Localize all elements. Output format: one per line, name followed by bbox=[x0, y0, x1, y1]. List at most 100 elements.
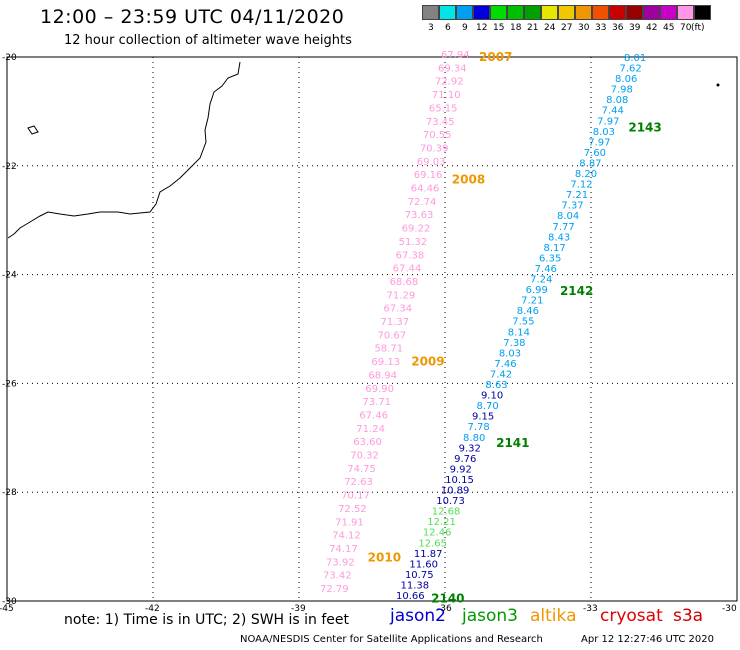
colorbar-label: 45 bbox=[663, 23, 675, 33]
map-title: 12:00 – 23:59 UTC 04/11/2020 bbox=[40, 6, 345, 28]
colorbar-label: 39 bbox=[629, 23, 641, 33]
wave-height-value: 10.73 bbox=[436, 496, 465, 507]
wave-height-value: 11.38 bbox=[400, 580, 429, 591]
colorbar-swatch bbox=[507, 5, 524, 20]
wave-height-value: 73.92 bbox=[326, 557, 355, 568]
wave-height-value: 71.10 bbox=[432, 90, 461, 101]
wave-height-value: 72.52 bbox=[338, 504, 367, 515]
wave-height-value: 8.87 bbox=[579, 158, 601, 169]
wave-height-value: 6.99 bbox=[526, 285, 548, 296]
pass-number-label: 2010 bbox=[368, 550, 401, 564]
wave-height-value: 70.39 bbox=[420, 143, 449, 154]
wave-height-value: 7.46 bbox=[535, 264, 557, 275]
satellite-legend-item: altika bbox=[530, 606, 577, 626]
wave-height-value: 7.78 bbox=[468, 422, 490, 433]
colorbar-label: 27 bbox=[561, 23, 573, 33]
wave-height-value: 74.17 bbox=[329, 544, 358, 555]
longitude-label: -39 bbox=[291, 604, 306, 614]
latitude-label: -26 bbox=[2, 379, 17, 389]
wave-height-value: 71.24 bbox=[356, 424, 385, 435]
wave-height-value: 73.63 bbox=[405, 210, 434, 221]
longitude-label: -45 bbox=[0, 604, 14, 614]
wave-height-value: 9.15 bbox=[472, 412, 494, 423]
wave-height-value: 71.29 bbox=[387, 290, 416, 301]
wave-height-value: 51.32 bbox=[399, 237, 428, 248]
latitude-label: -30 bbox=[2, 597, 17, 607]
latitude-label: -24 bbox=[2, 271, 17, 281]
wave-height-value: 7.98 bbox=[611, 85, 633, 96]
colorbar-swatch bbox=[541, 5, 558, 20]
wave-height-value: 70.17 bbox=[341, 491, 370, 502]
wave-height-value: 71.91 bbox=[335, 517, 364, 528]
wave-height-value: 12.46 bbox=[423, 528, 452, 539]
wave-height-colorbar bbox=[422, 5, 711, 21]
pass-number-label: 2143 bbox=[628, 121, 661, 135]
colorbar-swatch bbox=[694, 5, 711, 20]
latitude-label: -28 bbox=[2, 488, 17, 498]
wave-height-value: 8.46 bbox=[517, 306, 539, 317]
colorbar-label: 12 bbox=[476, 23, 488, 33]
wave-height-value: 8.14 bbox=[508, 327, 530, 338]
colorbar-swatch bbox=[422, 5, 439, 20]
latitude-label: -20 bbox=[2, 53, 17, 63]
latitude-label: -22 bbox=[2, 162, 17, 172]
wave-height-value: 67.46 bbox=[359, 410, 388, 421]
longitude-label: -42 bbox=[145, 604, 160, 614]
colorbar-swatch bbox=[490, 5, 507, 20]
wave-height-value: 7.21 bbox=[521, 296, 543, 307]
pass-number-label: 2141 bbox=[496, 436, 529, 450]
wave-height-value: 67.38 bbox=[396, 250, 425, 261]
wave-height-value: 7.97 bbox=[597, 116, 619, 127]
colorbar-label: 30 bbox=[578, 23, 590, 33]
wave-height-value: 7.77 bbox=[552, 222, 574, 233]
wave-height-value: 68.68 bbox=[390, 277, 419, 288]
wave-height-value: 9.92 bbox=[450, 464, 472, 475]
island bbox=[27, 125, 39, 135]
wave-height-value: 70.67 bbox=[377, 330, 406, 341]
wave-height-value: 7.37 bbox=[561, 201, 583, 212]
colorbar-label: 36 bbox=[612, 23, 624, 33]
wave-height-value: 65.15 bbox=[429, 103, 458, 114]
wave-height-value: 8.20 bbox=[575, 169, 597, 180]
satellite-legend-item: jason3 bbox=[462, 606, 518, 626]
wave-height-value: 71.37 bbox=[381, 317, 410, 328]
wave-height-value: 63.60 bbox=[353, 437, 382, 448]
wave-height-value: 9.76 bbox=[454, 454, 476, 465]
colorbar-swatch bbox=[609, 5, 626, 20]
wave-height-value: 7.38 bbox=[503, 338, 525, 349]
pass-number-label: 2007 bbox=[479, 50, 512, 64]
wave-height-value: 7.62 bbox=[620, 64, 642, 75]
wave-height-value: 73.71 bbox=[362, 397, 391, 408]
wave-height-value: 69.90 bbox=[365, 384, 394, 395]
wave-height-value: 8.06 bbox=[615, 74, 637, 85]
wave-height-value: 7.21 bbox=[566, 190, 588, 201]
colorbar-swatch bbox=[439, 5, 456, 20]
wave-height-value: 12.65 bbox=[418, 538, 447, 549]
wave-height-value: 10.66 bbox=[396, 591, 425, 602]
wave-height-value: 8.70 bbox=[476, 401, 498, 412]
colorbar-label: 15 bbox=[493, 23, 505, 33]
colorbar-swatch bbox=[558, 5, 575, 20]
wave-height-value: 7.24 bbox=[530, 275, 552, 286]
wave-height-value: 8.01 bbox=[624, 53, 646, 64]
satellite-legend-item: jason2 bbox=[390, 606, 446, 626]
wave-height-value: 69.03 bbox=[417, 157, 446, 168]
colorbar-label: 33 bbox=[595, 23, 607, 33]
wave-height-value: 68.94 bbox=[368, 370, 397, 381]
wave-height-value: 11.87 bbox=[414, 549, 443, 560]
wave-height-value: 10.89 bbox=[441, 486, 470, 497]
wave-height-value: 73.45 bbox=[426, 117, 455, 128]
wave-height-value: 7.42 bbox=[490, 369, 512, 380]
wave-height-value: 7.46 bbox=[494, 359, 516, 370]
pass-number-label: 2142 bbox=[560, 284, 593, 298]
colorbar-swatch bbox=[660, 5, 677, 20]
wave-height-value: 70.32 bbox=[350, 451, 379, 462]
wave-height-value: 72.74 bbox=[408, 197, 437, 208]
wave-height-value: 6.35 bbox=[539, 253, 561, 264]
wave-height-value: 67.94 bbox=[441, 50, 470, 61]
pass-number-label: 2140 bbox=[431, 591, 464, 605]
wave-height-value: 10.15 bbox=[445, 475, 474, 486]
colorbar-label: 9 bbox=[462, 23, 468, 33]
wave-height-value: 10.75 bbox=[405, 570, 434, 581]
